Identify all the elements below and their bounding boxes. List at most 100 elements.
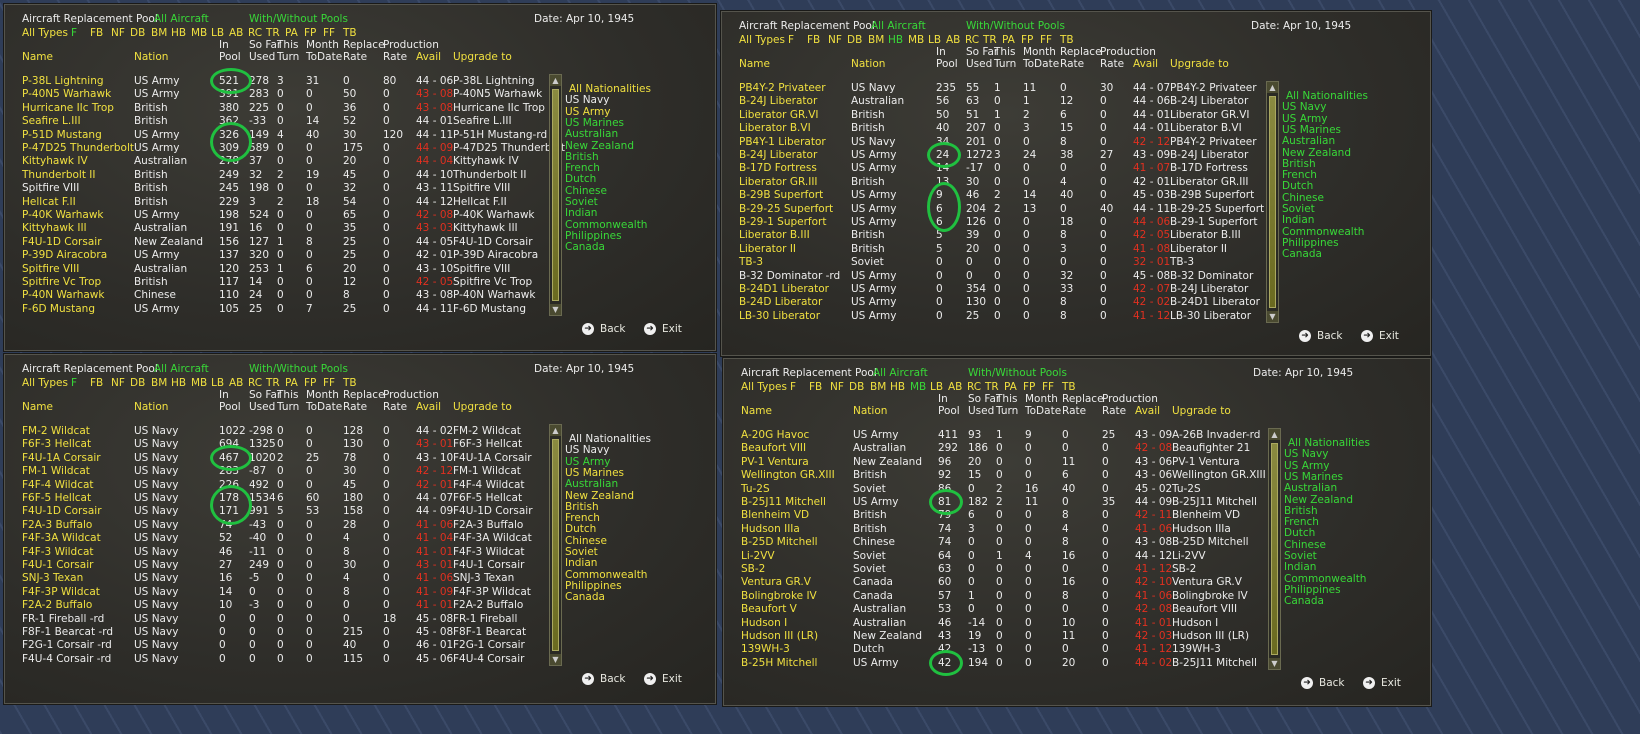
nation-filter-british[interactable]: British [1282, 157, 1316, 170]
type-filter-db[interactable]: DB [130, 377, 146, 389]
filter-with-without-pools[interactable]: With/Without Pools [966, 20, 1065, 32]
type-filter-f[interactable]: F [790, 381, 797, 393]
table-row[interactable]: SB-2 Soviet 63 0 0 0 0 0 41 - 12 SB-2 [723, 562, 1283, 576]
nation-filter-philippines[interactable]: Philippines [1284, 583, 1341, 596]
type-filter-mb[interactable]: MB [191, 377, 208, 389]
type-filter-fp[interactable]: FP [1021, 34, 1034, 46]
table-row[interactable]: F2A-3 Buffalo US Navy 74 -43 0 0 28 0 41 - 06 F2A… [4, 518, 564, 532]
scroll-down-arrow[interactable]: ▼ [1267, 311, 1278, 322]
type-filter-all-types[interactable]: All Types [739, 34, 785, 46]
type-filter-ff[interactable]: FF [323, 27, 336, 39]
nation-filter-soviet[interactable]: Soviet [1284, 550, 1317, 562]
type-filter-tr[interactable]: TR [983, 34, 997, 46]
type-filter-mb[interactable]: MB [908, 34, 925, 46]
type-filter-all-types[interactable]: All Types [741, 381, 787, 393]
scroll-thumb[interactable] [1269, 96, 1276, 308]
nation-filter-us-marines[interactable]: US Marines [565, 466, 625, 479]
type-filter-tb[interactable]: TB [343, 377, 357, 389]
type-filter-db[interactable]: DB [849, 381, 865, 393]
table-row[interactable]: P-51D Mustang US Army 326 149 4 40 30 120 44 - 1… [4, 128, 564, 142]
table-row[interactable]: Bolingbroke IV Canada 57 1 0 0 8 0 41 - 06 Boling… [723, 589, 1283, 603]
back-button[interactable]: ➜ Back [582, 672, 626, 686]
filter-with-without-pools[interactable]: With/Without Pools [249, 13, 348, 25]
nation-filter-british[interactable]: British [565, 150, 599, 163]
table-row[interactable]: B-17D Fortress US Army 14 -17 0 0 0 0 41 - 07 B-1… [721, 161, 1281, 175]
table-row[interactable]: B-24J Liberator US Army 24 1272 3 24 38 27 43 - … [721, 148, 1281, 162]
type-filter-tb[interactable]: TB [1060, 34, 1074, 46]
nation-filter-french[interactable]: French [565, 512, 600, 525]
table-row[interactable]: Blenheim VD British 79 6 0 0 8 0 42 - 11 Blenheim… [723, 508, 1283, 522]
nation-filter-dutch[interactable]: Dutch [565, 173, 597, 186]
type-filter-fb[interactable]: FB [90, 27, 104, 39]
scrollbar[interactable]: ▲ ▼ [549, 74, 562, 316]
type-filter-fp[interactable]: FP [304, 27, 317, 39]
nation-filter-dutch[interactable]: Dutch [565, 523, 597, 536]
table-row[interactable]: Hellcat F.II British 229 3 2 18 54 0 44 - 12 Hell… [4, 195, 564, 209]
type-filter-db[interactable]: DB [847, 34, 863, 46]
table-row[interactable]: F4U-1A Corsair US Navy 467 1020 2 25 78 0 43 - 1… [4, 451, 564, 465]
table-row[interactable]: Spitfire VIII British 245 198 0 0 32 0 43 - 11 Sp… [4, 181, 564, 195]
type-filter-all-types[interactable]: All Types [22, 377, 68, 389]
nation-filter-us-navy[interactable]: US Navy [565, 444, 610, 457]
nation-filter-canada[interactable]: Canada [565, 591, 605, 604]
scroll-up-arrow[interactable]: ▲ [1269, 429, 1280, 440]
type-filter-nf[interactable]: NF [828, 34, 842, 46]
filter-all-aircraft[interactable]: All Aircraft [154, 13, 209, 25]
type-filter-lb[interactable]: LB [211, 27, 225, 39]
type-filter-tr[interactable]: TR [266, 27, 280, 39]
table-row[interactable]: B-25H Mitchell US Army 42 194 0 0 20 0 44 - 02 B-… [723, 656, 1283, 670]
scroll-down-arrow[interactable]: ▼ [550, 654, 561, 665]
nation-filter-canada[interactable]: Canada [1284, 595, 1324, 608]
nation-filter-us-marines[interactable]: US Marines [1284, 470, 1344, 483]
nation-filter-all-nationalities[interactable]: All Nationalities [569, 83, 651, 95]
scroll-up-arrow[interactable]: ▲ [550, 425, 561, 436]
nation-filter-all-nationalities[interactable]: All Nationalities [1286, 90, 1368, 102]
table-row[interactable]: Liberator GR.VI British 50 51 1 2 6 0 44 - 01 Lib… [721, 108, 1281, 122]
type-filter-hb[interactable]: HB [890, 381, 906, 393]
type-filter-tb[interactable]: TB [343, 27, 357, 39]
table-row[interactable]: Liberator B.VI British 40 207 0 3 15 0 44 - 01 Li… [721, 121, 1281, 135]
nation-filter-australian[interactable]: Australian [1284, 482, 1338, 495]
table-row[interactable]: B-25J11 Mitchell US Army 81 182 2 11 0 35 44 - 0… [723, 495, 1283, 509]
table-row[interactable]: Spitfire Vc Trop British 117 14 0 0 12 0 42 - 05… [4, 275, 564, 289]
type-filter-ab[interactable]: AB [229, 377, 244, 389]
type-filter-bm[interactable]: BM [870, 381, 887, 393]
nation-filter-new-zealand[interactable]: New Zealand [1284, 493, 1353, 506]
table-row[interactable]: Beaufort V Australian 53 0 0 0 0 0 42 - 08 Beaufo… [723, 602, 1283, 616]
exit-button[interactable]: ➜ Exit [644, 672, 682, 686]
table-row[interactable]: F2A-2 Buffalo US Navy 10 -3 0 0 0 0 41 - 01 F2A-2… [4, 598, 564, 612]
nation-filter-chinese[interactable]: Chinese [565, 534, 607, 547]
table-row[interactable]: FM-2 Wildcat US Navy 1022 -298 0 0 128 0 44 - 02… [4, 424, 564, 438]
table-row[interactable]: Kittyhawk IV Australian 278 37 0 0 20 0 44 - 04 K… [4, 154, 564, 168]
table-row[interactable]: Liberator II British 5 20 0 0 3 0 41 - 08 Liberat… [721, 242, 1281, 256]
type-filter-rc[interactable]: RC [248, 27, 263, 39]
type-filter-lb[interactable]: LB [211, 377, 225, 389]
nation-filter-indian[interactable]: Indian [565, 207, 598, 220]
type-filter-rc[interactable]: RC [967, 381, 982, 393]
table-row[interactable]: Tu-2S Soviet 86 0 2 16 40 0 45 - 02 Tu-2S [723, 482, 1283, 496]
type-filter-pa[interactable]: PA [285, 377, 298, 389]
type-filter-bm[interactable]: BM [151, 377, 168, 389]
table-row[interactable]: Kittyhawk III Australian 191 16 0 0 35 0 43 - 03… [4, 221, 564, 235]
table-row[interactable]: B-24J Liberator Australian 56 63 0 1 12 0 44 - 0… [721, 94, 1281, 108]
type-filter-all-types[interactable]: All Types [22, 27, 68, 39]
table-row[interactable]: Ventura GR.V Canada 60 0 0 0 16 0 42 - 10 Ventura… [723, 575, 1283, 589]
nation-filter-soviet[interactable]: Soviet [565, 196, 598, 208]
type-filter-bm[interactable]: BM [868, 34, 885, 46]
type-filter-ff[interactable]: FF [1042, 381, 1055, 393]
type-filter-db[interactable]: DB [130, 27, 146, 39]
filter-with-without-pools[interactable]: With/Without Pools [968, 367, 1067, 379]
table-row[interactable]: P-40K Warhawk US Army 198 524 0 0 65 0 42 - 08 P-… [4, 208, 564, 222]
table-row[interactable]: B-29-1 Superfort US Army 6 126 0 0 18 0 44 - 06 B… [721, 215, 1281, 229]
table-row[interactable]: F6F-3 Hellcat US Navy 694 1325 0 0 130 0 43 - 01… [4, 437, 564, 451]
table-row[interactable]: F4F-3 Wildcat US Navy 46 -11 0 0 8 0 41 - 01 F4F-… [4, 545, 564, 559]
nation-filter-french[interactable]: French [1284, 516, 1319, 529]
type-filter-f[interactable]: F [788, 34, 795, 46]
nation-filter-commonwealth[interactable]: Commonwealth [565, 218, 648, 231]
table-row[interactable]: LB-30 Liberator US Army 0 25 0 0 8 0 41 - 12 LB-3… [721, 309, 1281, 323]
table-row[interactable]: Liberator GR.III British 13 30 0 0 4 0 42 - 01 Li… [721, 175, 1281, 189]
nation-filter-new-zealand[interactable]: New Zealand [565, 489, 634, 502]
type-filter-tb[interactable]: TB [1062, 381, 1076, 393]
nation-filter-all-nationalities[interactable]: All Nationalities [569, 433, 651, 445]
nation-filter-all-nationalities[interactable]: All Nationalities [1288, 437, 1370, 449]
